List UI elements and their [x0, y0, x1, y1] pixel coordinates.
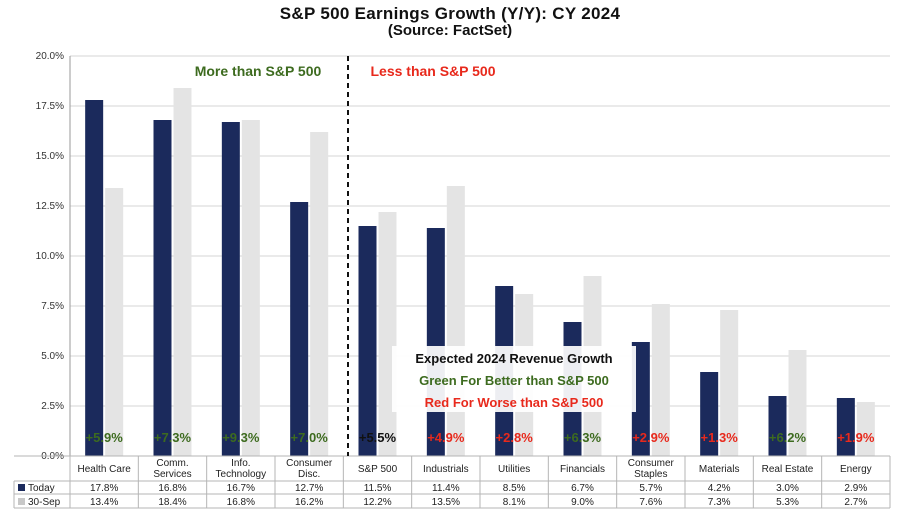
- legend-box-line1: Expected 2024 Revenue Growth: [415, 351, 612, 366]
- data-table-value: 13.4%: [90, 497, 118, 508]
- bar-today: [631, 342, 650, 456]
- revenue-growth-legend-box: Expected 2024 Revenue Growth Green For B…: [392, 346, 636, 412]
- bar-30-sep: [105, 188, 124, 456]
- bar-today: [836, 398, 855, 456]
- bar-today: [290, 202, 309, 456]
- chart-title: S&P 500 Earnings Growth (Y/Y): CY 2024: [279, 4, 621, 23]
- category-label: Comm. Services: [153, 458, 191, 480]
- data-table-value: 16.8%: [158, 483, 186, 494]
- y-tick-label: 17.5%: [36, 101, 64, 112]
- data-table-value: 5.3%: [776, 497, 799, 508]
- bar-today: [221, 122, 240, 456]
- bar-30-sep: [446, 186, 465, 456]
- bar-today: [700, 372, 719, 456]
- category-label: Info. Technology: [216, 458, 267, 480]
- y-tick-label: 2.5%: [41, 401, 64, 412]
- revenue-growth-label: +2.8%: [496, 430, 534, 445]
- category-label: Energy: [840, 464, 872, 475]
- data-table-value: 18.4%: [158, 497, 186, 508]
- bar-30-sep: [378, 212, 397, 456]
- data-table: Health Care Comm. Services Info. Technology C…: [13, 455, 891, 509]
- y-tick-label: 20.0%: [36, 51, 64, 62]
- data-table-value: 2.7%: [844, 497, 867, 508]
- category-label: Industrials: [423, 464, 469, 475]
- bar-today: [358, 226, 377, 456]
- y-tick-label: 7.5%: [41, 301, 64, 312]
- legend-swatch: [18, 498, 25, 505]
- revenue-growth-label: +9.3%: [222, 430, 260, 445]
- data-table-value: 8.1%: [503, 497, 526, 508]
- more-than-label: More than S&P 500: [195, 63, 322, 79]
- bar-today: [426, 228, 445, 456]
- y-tick-label: 15.0%: [36, 151, 64, 162]
- bar-30-sep: [720, 310, 739, 456]
- bar-30-sep: [788, 350, 807, 456]
- chart-subtitle: (Source: FactSet): [387, 22, 513, 39]
- legend-label: Today: [28, 483, 55, 494]
- data-table-value: 16.7%: [227, 483, 255, 494]
- bar-30-sep: [241, 120, 260, 456]
- bar-today: [85, 100, 104, 456]
- revenue-growth-labels: +5.9% +7.3% +9.3% +7.0% +5.5% +4.9% +2.8% +6.3%…: [86, 430, 875, 445]
- y-tick-label: 12.5%: [36, 201, 64, 212]
- revenue-growth-label: +2.9%: [632, 430, 670, 445]
- legend-box-line3: Red For Worse than S&P 500: [425, 395, 604, 410]
- data-table-value: 3.0%: [776, 483, 799, 494]
- data-table-value: 9.0%: [571, 497, 594, 508]
- category-label: Health Care: [77, 464, 131, 475]
- bar-30-sep: [310, 132, 329, 456]
- legend-box-line2: Green For Better than S&P 500: [419, 373, 609, 388]
- revenue-growth-label: +1.9%: [837, 430, 875, 445]
- bar-today: [768, 396, 787, 456]
- revenue-growth-label: +4.9%: [427, 430, 465, 445]
- revenue-growth-label: +5.9%: [86, 430, 124, 445]
- revenue-growth-label: +5.5%: [359, 430, 397, 445]
- y-axis-ticks: 0.0%2.5%5.0%7.5%10.0%12.5%15.0%17.5%20.0…: [36, 51, 64, 462]
- data-table-value: 6.7%: [571, 483, 594, 494]
- data-table-value: 12.7%: [295, 483, 323, 494]
- category-label: S&P 500: [358, 464, 398, 475]
- category-label: Financials: [560, 464, 605, 475]
- data-table-value: 4.2%: [708, 483, 731, 494]
- data-table-value: 7.6%: [639, 497, 662, 508]
- data-table-value: 7.3%: [708, 497, 731, 508]
- category-label: Materials: [699, 464, 740, 475]
- data-table-value: 2.9%: [844, 483, 867, 494]
- data-table-value: 11.5%: [364, 483, 392, 494]
- category-label: Utilities: [498, 464, 530, 475]
- legend-label: 30-Sep: [28, 497, 61, 508]
- y-tick-label: 10.0%: [36, 251, 64, 262]
- legend-swatch: [18, 484, 25, 491]
- data-table-value: 5.7%: [639, 483, 662, 494]
- gridlines: [69, 55, 890, 457]
- revenue-growth-label: +7.3%: [154, 430, 192, 445]
- revenue-growth-label: +6.3%: [564, 430, 602, 445]
- data-table-value: 17.8%: [90, 483, 118, 494]
- category-label: Real Estate: [762, 464, 814, 475]
- data-table-value: 16.2%: [295, 497, 323, 508]
- bar-30-sep: [856, 402, 875, 456]
- data-table-value: 16.8%: [227, 497, 255, 508]
- data-table-value: 12.2%: [363, 497, 391, 508]
- bar-30-sep: [651, 304, 670, 456]
- less-than-label: Less than S&P 500: [370, 63, 495, 79]
- category-label: Consumer Disc.: [286, 458, 333, 480]
- revenue-growth-label: +1.3%: [701, 430, 739, 445]
- data-table-value: 13.5%: [432, 497, 460, 508]
- y-tick-label: 5.0%: [41, 351, 64, 362]
- revenue-growth-label: +6.2%: [769, 430, 807, 445]
- bar-30-sep: [173, 88, 192, 456]
- revenue-growth-label: +7.0%: [291, 430, 329, 445]
- category-label: Consumer Staples: [628, 458, 675, 480]
- bar-today: [153, 120, 172, 456]
- data-table-value: 11.4%: [432, 483, 460, 494]
- data-table-value: 8.5%: [503, 483, 526, 494]
